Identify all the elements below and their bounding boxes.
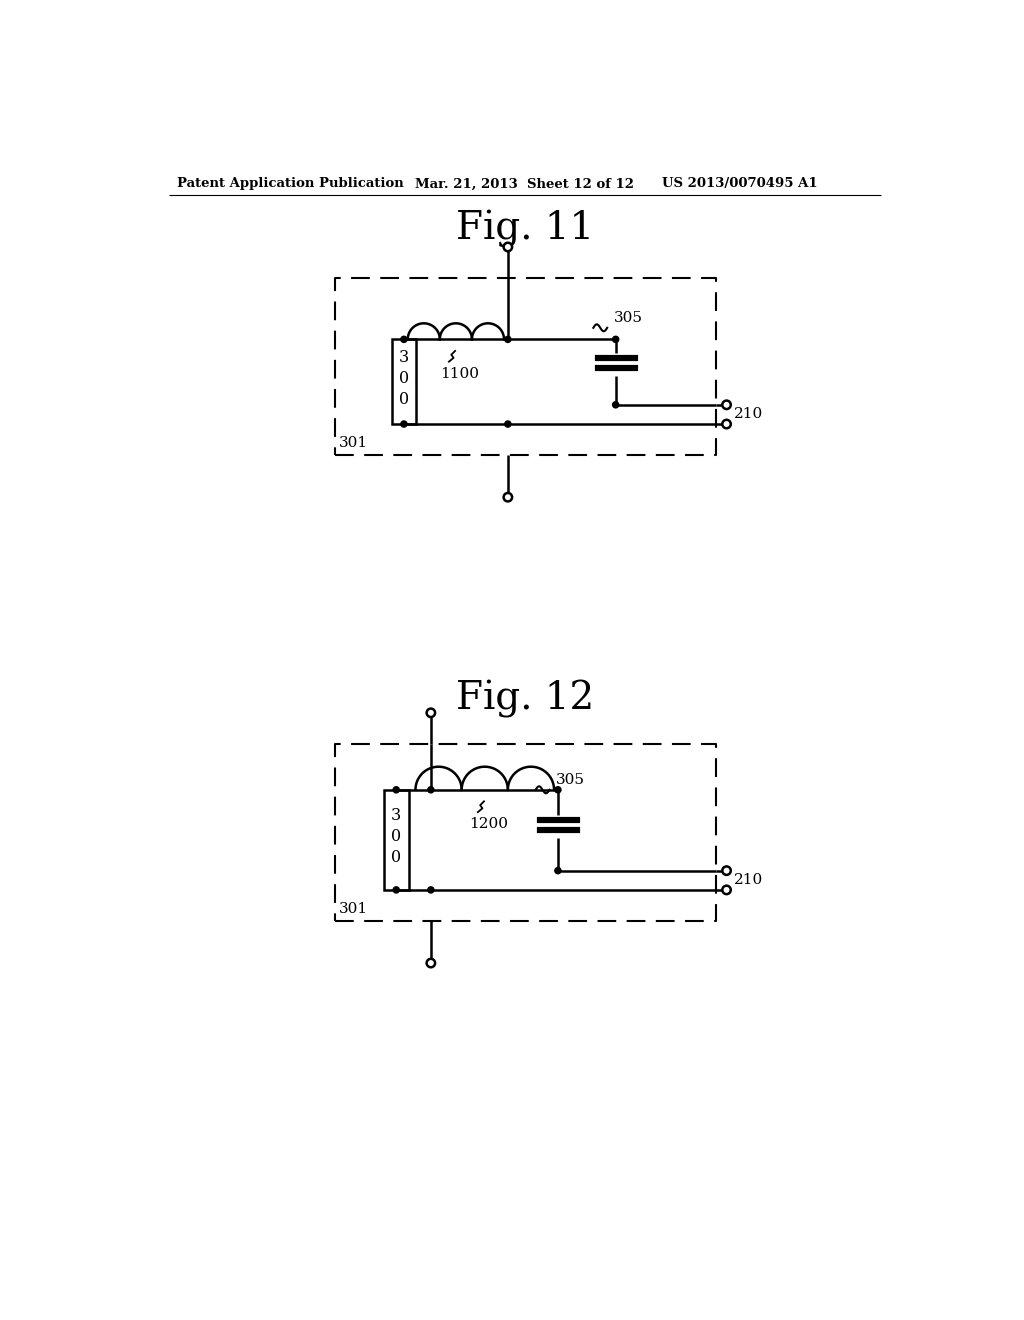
Circle shape — [722, 400, 731, 409]
Bar — [384, 789, 409, 890]
Text: 3
0
0: 3 0 0 — [391, 808, 401, 866]
Text: Fig. 12: Fig. 12 — [456, 680, 594, 718]
Circle shape — [427, 958, 435, 968]
Bar — [391, 339, 416, 424]
Circle shape — [428, 887, 434, 892]
Circle shape — [555, 867, 561, 874]
Circle shape — [722, 420, 731, 428]
Circle shape — [400, 337, 407, 342]
Text: US 2013/0070495 A1: US 2013/0070495 A1 — [662, 177, 817, 190]
Circle shape — [505, 337, 511, 342]
Text: 1200: 1200 — [469, 817, 508, 832]
Text: Patent Application Publication: Patent Application Publication — [177, 177, 403, 190]
Circle shape — [427, 709, 435, 717]
Circle shape — [505, 421, 511, 428]
Text: 301: 301 — [339, 902, 369, 916]
Circle shape — [400, 421, 407, 428]
Text: 1100: 1100 — [440, 367, 479, 381]
Circle shape — [722, 886, 731, 894]
Circle shape — [722, 866, 731, 875]
Circle shape — [612, 401, 618, 408]
Text: 210: 210 — [734, 408, 764, 421]
Text: 210: 210 — [734, 874, 764, 887]
Text: 301: 301 — [339, 436, 369, 450]
Circle shape — [612, 337, 618, 342]
Text: 305: 305 — [556, 772, 586, 787]
Text: 305: 305 — [614, 310, 643, 325]
Text: Mar. 21, 2013  Sheet 12 of 12: Mar. 21, 2013 Sheet 12 of 12 — [416, 177, 635, 190]
Text: Fig. 11: Fig. 11 — [456, 210, 594, 248]
Circle shape — [504, 492, 512, 502]
Circle shape — [428, 787, 434, 793]
Circle shape — [393, 887, 399, 892]
Circle shape — [393, 787, 399, 793]
Circle shape — [504, 243, 512, 251]
Circle shape — [555, 787, 561, 793]
Text: 3
0
0: 3 0 0 — [398, 350, 409, 408]
